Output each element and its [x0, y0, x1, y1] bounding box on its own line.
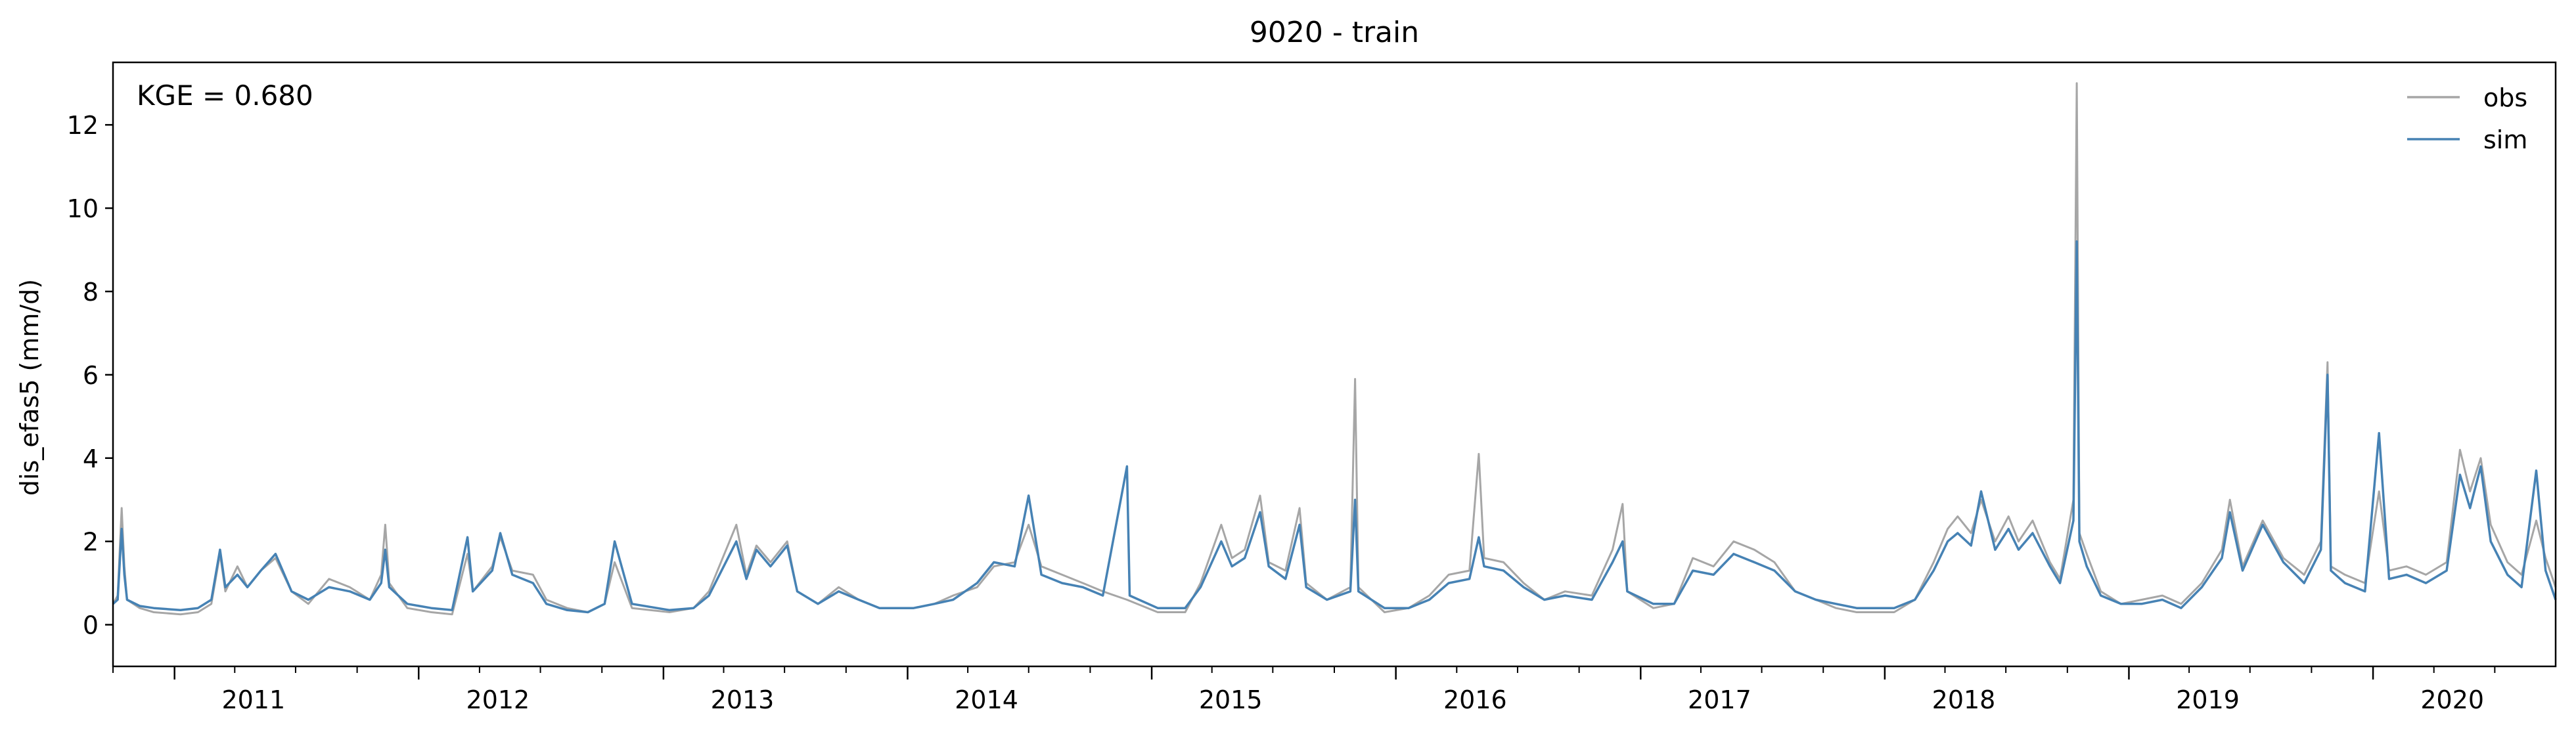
x-tick-label: 2014	[955, 685, 1018, 714]
x-tick-label: 2019	[2176, 685, 2240, 714]
y-tick-label: 10	[67, 194, 99, 223]
y-tick-label: 2	[83, 528, 99, 557]
x-tick-label: 2017	[1688, 685, 1751, 714]
x-tick-label: 2018	[1932, 685, 1996, 714]
series-line-sim	[112, 240, 2557, 614]
x-tick-label: 2011	[221, 685, 285, 714]
x-tick-label: 2012	[466, 685, 530, 714]
series-layer	[112, 82, 2557, 616]
x-tick-label: 2013	[711, 685, 775, 714]
axis-layer: 0 2 4 6 8 10 12 2011 2012 2013 2014 2015 2016 2017 201…	[67, 111, 2496, 714]
x-tick-label: 2015	[1199, 685, 1263, 714]
y-tick-label: 6	[83, 361, 99, 390]
kge-annotation: KGE = 0.680	[137, 79, 313, 112]
y-tick-label: 0	[83, 611, 99, 640]
x-tick-label: 2016	[1443, 685, 1507, 714]
chart-title: 9020 - train	[1250, 16, 1419, 49]
y-tick-label: 8	[83, 278, 99, 307]
legend-label-obs: obs	[2483, 83, 2527, 112]
y-tick-label: 4	[83, 444, 99, 473]
x-tick-label: 2020	[2420, 685, 2484, 714]
plot-frame	[112, 61, 2557, 668]
y-tick-label: 12	[67, 111, 99, 140]
legend-label-sim: sim	[2483, 125, 2527, 154]
y-axis-label: dis_efas5 (mm/d)	[15, 279, 44, 496]
legend: obs sim	[2407, 83, 2527, 154]
